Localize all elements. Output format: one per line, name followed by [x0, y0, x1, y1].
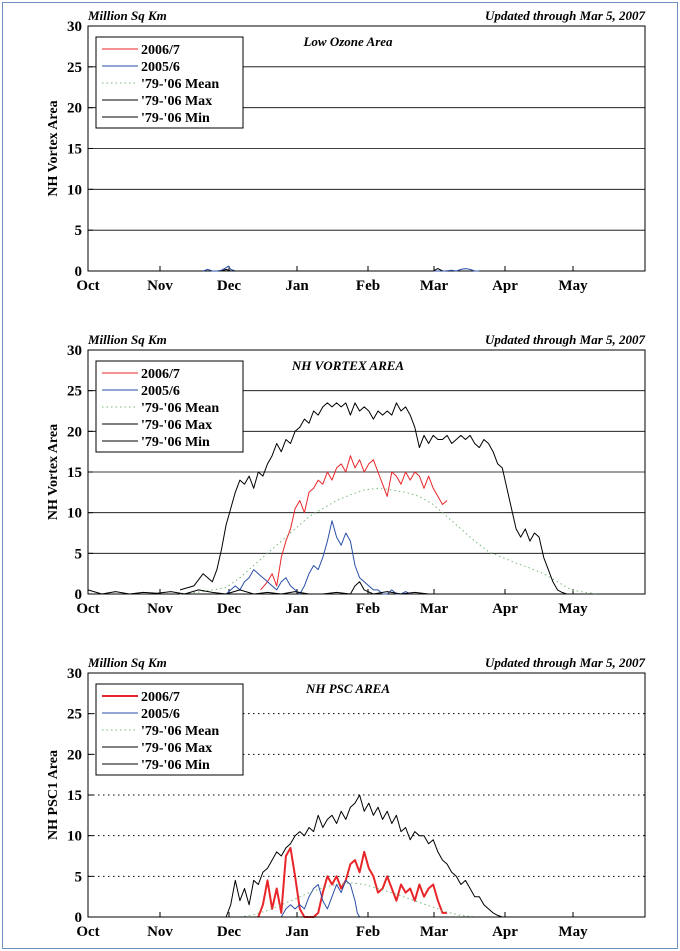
legend-label: '79-'06 Max — [141, 94, 212, 109]
y-tick-label: 15 — [67, 465, 82, 481]
panel-title: NH VORTEX AREA — [291, 358, 405, 373]
y-tick-label: 20 — [67, 424, 82, 440]
chart-panel-2: Million Sq Km Updated through Mar 5, 2007… — [46, 332, 646, 617]
legend-label: '79-'06 Mean — [141, 401, 219, 416]
y-axis-label: NH Vortex Area — [46, 100, 61, 196]
x-tick-label: May — [558, 278, 588, 294]
series-line-2 — [225, 520, 411, 595]
y-tick-label: 10 — [67, 829, 82, 845]
legend-label: '79-'06 Min — [141, 435, 210, 450]
legend-label: 2006/7 — [141, 367, 180, 382]
x-tick-label: Nov — [147, 924, 173, 940]
x-tick-label: Apr — [492, 278, 518, 294]
legend-label: '79-'06 Mean — [141, 724, 219, 739]
y-tick-label: 25 — [67, 384, 82, 400]
series-line-1 — [257, 846, 448, 918]
x-tick-label: Oct — [76, 601, 99, 617]
y-tick-label: 0 — [75, 587, 83, 603]
y-tick-label: 0 — [75, 264, 83, 280]
x-tick-label: Oct — [76, 278, 99, 294]
legend-label: 2006/7 — [141, 43, 180, 58]
header-units: Million Sq Km — [87, 8, 167, 23]
series-line-5 — [87, 581, 457, 595]
x-tick-label: Jan — [285, 278, 309, 294]
x-tick-label: Feb — [356, 278, 380, 294]
x-tick-label: Feb — [356, 601, 380, 617]
legend-label: 2005/6 — [141, 384, 180, 399]
series-line-4 — [225, 794, 507, 918]
header-updated: Updated through Mar 5, 2007 — [485, 655, 645, 670]
series-line-2 — [280, 879, 361, 918]
x-tick-label: Apr — [492, 601, 518, 617]
x-tick-label: Oct — [76, 924, 99, 940]
x-tick-label: Nov — [147, 601, 173, 617]
x-tick-label: Feb — [356, 924, 380, 940]
y-tick-label: 10 — [67, 182, 82, 198]
x-tick-label: Apr — [492, 924, 518, 940]
panel-title: NH PSC AREA — [305, 681, 390, 696]
y-tick-label: 0 — [75, 910, 83, 926]
legend-label: '79-'06 Min — [141, 758, 210, 773]
series-line-3 — [180, 487, 600, 595]
header-updated: Updated through Mar 5, 2007 — [485, 332, 645, 347]
y-tick-label: 5 — [75, 546, 83, 562]
panel-title: Low Ozone Area — [302, 34, 393, 49]
y-tick-label: 15 — [67, 788, 82, 804]
chart-panel-3: Million Sq Km Updated through Mar 5, 2007… — [46, 655, 646, 940]
header-updated: Updated through Mar 5, 2007 — [485, 8, 645, 23]
y-axis-label: NH PSC1 Area — [46, 750, 61, 840]
y-tick-label: 15 — [67, 142, 82, 158]
header-units: Million Sq Km — [87, 332, 167, 347]
x-tick-label: Mar — [420, 601, 449, 617]
legend-label: '79-'06 Max — [141, 418, 212, 433]
y-tick-label: 25 — [67, 60, 82, 76]
y-tick-label: 30 — [67, 666, 82, 682]
x-tick-label: Nov — [147, 278, 173, 294]
header-units: Million Sq Km — [87, 655, 167, 670]
series-line-1 — [260, 455, 448, 591]
y-tick-label: 20 — [67, 101, 82, 117]
legend-label: 2005/6 — [141, 60, 180, 75]
y-tick-label: 5 — [75, 869, 83, 885]
x-tick-label: Dec — [217, 278, 241, 294]
series-line-3 — [239, 882, 475, 918]
legend-label: '79-'06 Min — [141, 111, 210, 126]
chart-panel-1: Million Sq Km Updated through Mar 5, 2007… — [46, 8, 646, 294]
legend-label: '79-'06 Mean — [141, 77, 219, 92]
y-tick-label: 20 — [67, 747, 82, 763]
legend-label: '79-'06 Max — [141, 741, 212, 756]
y-tick-label: 25 — [67, 707, 82, 723]
legend-label: 2005/6 — [141, 707, 180, 722]
x-tick-label: Dec — [217, 601, 241, 617]
x-tick-label: Dec — [217, 924, 241, 940]
x-tick-label: Mar — [420, 924, 449, 940]
y-tick-label: 10 — [67, 506, 82, 522]
y-axis-label: NH Vortex Area — [46, 424, 61, 520]
x-tick-label: Jan — [285, 601, 309, 617]
x-tick-label: Jan — [285, 924, 309, 940]
x-tick-label: May — [558, 601, 588, 617]
x-tick-label: May — [558, 924, 588, 940]
y-tick-label: 30 — [67, 19, 82, 35]
series-line-4 — [179, 402, 581, 595]
legend-label: 2006/7 — [141, 690, 180, 705]
y-tick-label: 30 — [67, 343, 82, 359]
x-tick-label: Mar — [420, 278, 449, 294]
series-line-4 — [221, 268, 443, 272]
y-tick-label: 5 — [75, 223, 83, 239]
